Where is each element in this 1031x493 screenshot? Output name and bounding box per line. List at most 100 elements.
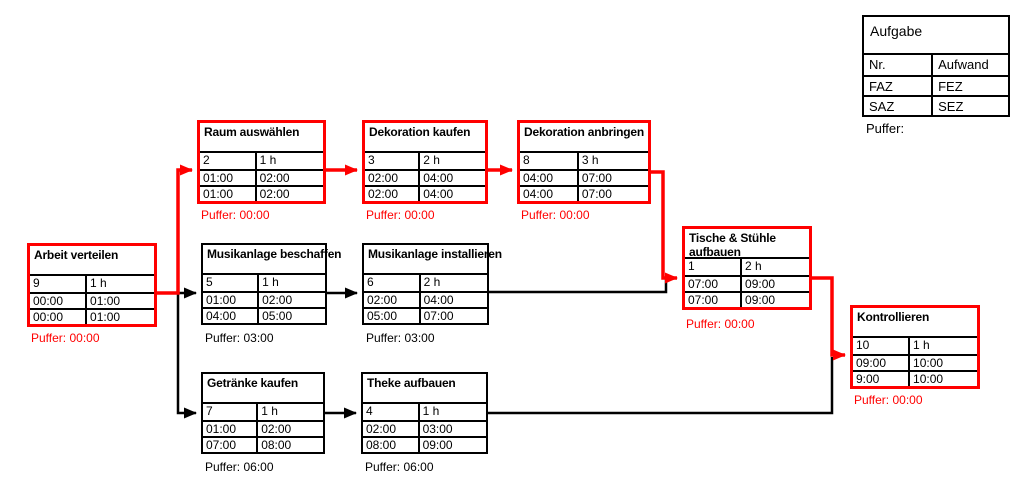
task-nr: 9 [30,276,88,292]
legend-faz: FAZ [864,75,934,95]
task-faz: 00:00 [30,292,88,308]
task-nr: 5 [203,275,260,291]
task-faz: 09:00 [853,354,911,370]
legend-title: Aufgabe [864,17,1008,55]
task-fez: 01:00 [87,292,154,308]
puffer-label: Puffer: 06:00 [205,460,274,474]
task-faz: 02:00 [363,420,420,436]
task-sez: 02:00 [256,185,323,201]
task-aufwand: 1 h [90,276,107,290]
task-saz: 01:00 [200,185,257,201]
task-faz: 02:00 [365,169,421,185]
task-sez: 04:00 [420,185,485,201]
task-node-theke-aufbauen: Theke aufbauen 4 1 h 02:00 03:00 08:00 0… [361,372,488,454]
task-saz: 04:00 [520,185,579,201]
task-faz: 01:00 [200,169,257,185]
task-aufwand: 1 h [262,275,279,289]
connector-arbeit-raum [157,164,193,295]
puffer-label: Puffer: 00:00 [854,393,923,407]
task-node-dekoration-anbringen: Dekoration anbringen 8 3 h 04:00 07:00 0… [517,120,651,204]
task-saz: 02:00 [365,185,421,201]
task-sez: 09:00 [742,291,809,307]
legend-box: Aufgabe Nr. Aufwand FAZ FEZ SAZ SEZ [862,15,1010,117]
task-nr: 2 [200,153,257,169]
task-aufwand: 2 h [423,275,441,289]
task-fez: 09:00 [742,275,809,291]
task-sez: 09:00 [419,436,486,452]
task-aufwand: 3 h [581,153,599,167]
puffer-label: Puffer: 06:00 [365,460,434,474]
task-sez: 10:00 [910,370,977,386]
task-sez: 05:00 [259,307,325,323]
task-aufwand: 2 h [745,259,762,273]
legend-sez: SEZ [933,95,1008,115]
task-node-musikanlage-installieren: Musikanlage installieren 6 2 h 02:00 04:… [362,243,502,325]
task-fez: 02:00 [256,169,323,185]
task-title: Arbeit verteilen [30,246,154,276]
task-fez: 07:00 [578,169,648,185]
task-title: Dekoration kaufen [365,123,485,153]
connector-theke-kontrollieren [488,357,834,415]
task-title: Raum auswählen [200,123,323,153]
task-nr: 1 [685,259,743,275]
task-title: Dekoration anbringen [520,123,648,153]
task-sez: 07:00 [420,307,487,323]
task-fez: 10:00 [910,354,977,370]
task-nr: 6 [364,275,421,291]
task-aufwand: 1 h [913,338,930,352]
task-title: Tische & Stühle aufbauen [685,229,809,259]
legend-fez: FEZ [933,75,1008,95]
task-fez: 02:00 [258,420,323,436]
task-title: Getränke kaufen [203,374,323,404]
task-saz: 07:00 [203,436,259,452]
task-sez: 01:00 [87,308,154,324]
task-saz: 05:00 [364,307,421,323]
task-nr: 4 [363,404,420,420]
connector-arbeit-getraenke [176,293,197,419]
connector-musikinstallieren-tische [489,279,668,294]
task-fez: 04:00 [420,169,485,185]
puffer-label: Puffer: 00:00 [31,331,100,345]
task-aufwand: 2 h [423,153,440,167]
task-node-raum-auswaehlen: Raum auswählen 2 1 h 01:00 02:00 01:00 0… [197,120,326,204]
task-nr: 7 [203,404,259,420]
task-faz: 01:00 [203,420,259,436]
task-nr: 3 [365,153,421,169]
task-title: Musikanlage installieren [364,245,502,275]
puffer-label: Puffer: 00:00 [686,317,755,331]
task-node-getraenke-kaufen: Getränke kaufen 7 1 h 01:00 02:00 07:00 … [201,372,325,454]
task-node-dekoration-kaufen: Dekoration kaufen 3 2 h 02:00 04:00 02:0… [362,120,488,204]
puffer-label: Puffer: 00:00 [521,208,590,222]
task-sez: 08:00 [258,436,323,452]
task-aufwand: 1 h [259,153,277,167]
task-faz: 07:00 [685,275,743,291]
task-nr: 10 [853,338,911,354]
task-faz: 02:00 [364,291,421,307]
task-saz: 08:00 [363,436,420,452]
task-node-musikanlage-beschaffen: Musikanlage beschaffen 5 1 h 01:00 02:00… [201,243,342,325]
task-node-tische-stuehle-aufbauen: Tische & Stühle aufbauen 1 2 h 07:00 09:… [682,226,812,310]
task-faz: 04:00 [520,169,579,185]
legend-aufwand: Aufwand [938,57,989,72]
task-saz: 04:00 [203,307,260,323]
legend-saz: SAZ [864,95,934,115]
legend-puffer-label: Puffer: [866,121,905,136]
task-aufwand: 1 h [422,404,440,418]
task-node-arbeit-verteilen: Arbeit verteilen 9 1 h 00:00 01:00 00:00… [27,243,157,327]
task-faz: 01:00 [203,291,260,307]
task-title: Theke aufbauen [363,374,486,404]
task-saz: 00:00 [30,308,88,324]
task-title: Musikanlage beschaffen [203,245,342,275]
task-aufwand: 1 h [261,404,278,418]
task-saz: 9:00 [853,370,911,386]
connector-tische-kontrollieren [812,276,846,361]
task-nr: 8 [520,153,579,169]
task-saz: 07:00 [685,291,743,307]
puffer-label: Puffer: 00:00 [201,208,270,222]
task-fez: 03:00 [419,420,486,436]
task-sez: 07:00 [578,185,648,201]
legend-nr: Nr. [864,55,934,75]
puffer-label: Puffer: 03:00 [366,331,435,345]
task-fez: 02:00 [259,291,325,307]
puffer-label: Puffer: 03:00 [205,331,274,345]
